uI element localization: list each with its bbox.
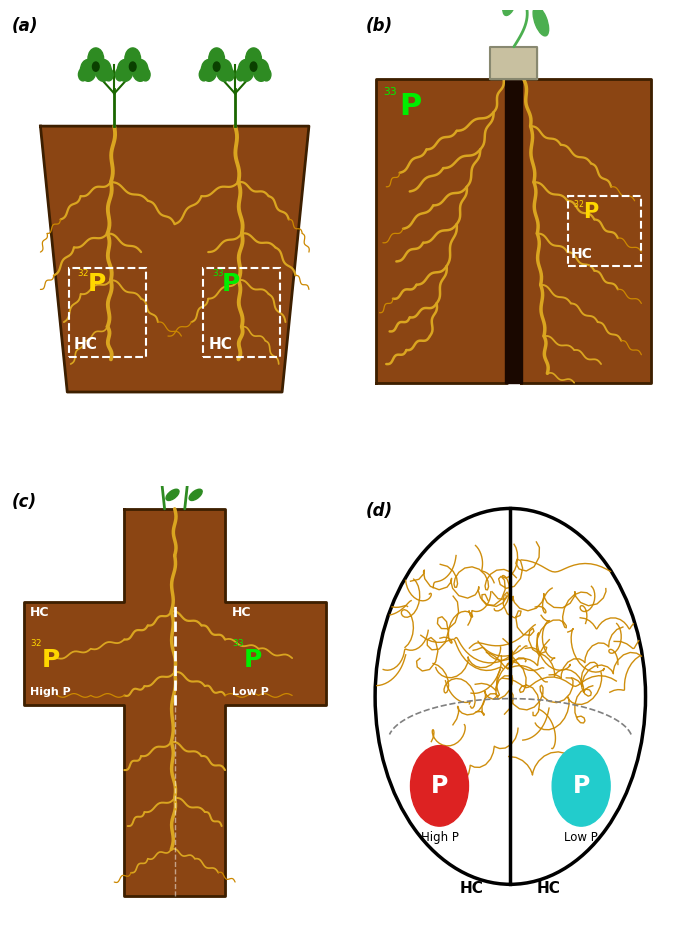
Ellipse shape — [141, 436, 154, 446]
Circle shape — [225, 69, 234, 81]
Text: Low P: Low P — [564, 831, 598, 843]
Text: HC: HC — [74, 337, 98, 352]
Text: Low P: Low P — [232, 687, 269, 698]
Ellipse shape — [201, 382, 214, 393]
Ellipse shape — [162, 453, 175, 465]
Circle shape — [88, 48, 103, 69]
Circle shape — [209, 48, 225, 69]
Text: $^{32}$: $^{32}$ — [573, 200, 584, 210]
Ellipse shape — [189, 489, 202, 501]
Ellipse shape — [176, 436, 189, 446]
Text: High P: High P — [421, 831, 458, 843]
Text: (a): (a) — [12, 16, 38, 34]
Ellipse shape — [158, 418, 171, 429]
Text: HC: HC — [208, 337, 232, 352]
Text: $^{32}$: $^{32}$ — [30, 639, 42, 652]
Text: (d): (d) — [366, 502, 393, 520]
Polygon shape — [376, 80, 507, 383]
Circle shape — [236, 69, 245, 81]
Ellipse shape — [138, 400, 151, 411]
Bar — [203, 268, 280, 357]
Circle shape — [199, 69, 208, 81]
Ellipse shape — [197, 418, 210, 429]
Circle shape — [104, 69, 113, 81]
Text: P: P — [243, 648, 262, 672]
Text: (c): (c) — [12, 492, 37, 510]
Text: $^{33}$: $^{33}$ — [383, 88, 398, 103]
Text: P: P — [431, 774, 448, 798]
Bar — [567, 196, 641, 266]
Polygon shape — [40, 127, 309, 392]
Text: High P: High P — [30, 687, 71, 698]
Circle shape — [216, 59, 232, 81]
Circle shape — [141, 69, 150, 81]
Text: $^{33}$: $^{33}$ — [232, 639, 245, 652]
Polygon shape — [124, 508, 225, 896]
Text: HC: HC — [571, 248, 593, 262]
Polygon shape — [225, 603, 325, 704]
Circle shape — [375, 508, 645, 884]
Ellipse shape — [503, 0, 519, 15]
Text: P: P — [42, 648, 60, 672]
Circle shape — [80, 59, 96, 81]
Polygon shape — [506, 80, 522, 383]
Ellipse shape — [154, 382, 167, 393]
Circle shape — [92, 62, 99, 71]
Ellipse shape — [193, 453, 206, 465]
Ellipse shape — [172, 471, 186, 483]
Text: $^{32}$: $^{32}$ — [77, 269, 90, 283]
Ellipse shape — [166, 489, 179, 501]
Circle shape — [95, 59, 111, 81]
Circle shape — [78, 69, 88, 81]
Text: HC: HC — [30, 606, 50, 619]
Ellipse shape — [145, 471, 158, 483]
Text: HC: HC — [232, 606, 251, 619]
Polygon shape — [490, 47, 537, 80]
Circle shape — [552, 745, 610, 826]
Text: P: P — [222, 272, 240, 296]
Circle shape — [201, 59, 217, 81]
Circle shape — [132, 59, 148, 81]
Circle shape — [410, 745, 469, 826]
Circle shape — [253, 59, 269, 81]
Text: HC: HC — [460, 882, 484, 896]
Circle shape — [117, 59, 133, 81]
Ellipse shape — [180, 400, 193, 411]
Circle shape — [250, 62, 257, 71]
Circle shape — [246, 48, 262, 69]
Circle shape — [125, 48, 140, 69]
Circle shape — [129, 62, 136, 71]
Polygon shape — [521, 80, 651, 383]
Bar — [69, 268, 146, 357]
Circle shape — [115, 69, 125, 81]
Text: $^{33}$: $^{33}$ — [212, 269, 224, 283]
Text: HC: HC — [537, 882, 561, 896]
Circle shape — [213, 62, 220, 71]
Text: P: P — [399, 92, 422, 122]
Text: P: P — [583, 202, 598, 222]
Polygon shape — [23, 603, 124, 704]
Text: P: P — [573, 774, 590, 798]
Ellipse shape — [533, 7, 549, 36]
Text: P: P — [88, 272, 105, 296]
Text: (b): (b) — [366, 16, 393, 34]
Circle shape — [238, 59, 254, 81]
Circle shape — [262, 69, 271, 81]
